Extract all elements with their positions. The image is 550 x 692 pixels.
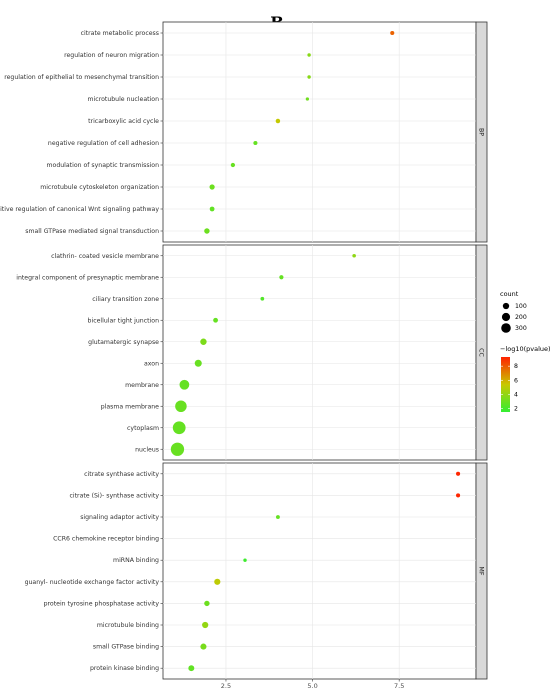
term-label: citrate (Si)- synthase activity — [69, 492, 159, 499]
term-label: small GTPase binding — [93, 644, 159, 651]
term-label: cytoplasm — [127, 425, 159, 432]
data-point — [194, 359, 202, 367]
data-point — [275, 118, 281, 124]
colorbar-tick-label: 4 — [514, 391, 518, 398]
term-label: bicellular tight junction — [88, 317, 160, 324]
data-point — [456, 493, 461, 498]
panel-mf: MF citrate synthase activity citrate (Si)-… — [25, 462, 488, 680]
colorbar-tick-label: 8 — [514, 363, 518, 370]
data-point — [200, 338, 207, 345]
term-label: negative regulation of cell adhesion — [48, 140, 159, 147]
term-label: membrane — [125, 382, 159, 389]
x-axis: 2.5 5.0 7.5 — [221, 679, 404, 690]
term-label: microtubule cytoskeleton organization — [40, 184, 159, 191]
panel-strip-label: BP — [478, 128, 485, 136]
term-label: integral component of presynaptic membra… — [16, 274, 159, 281]
size-legend-label: 100 — [515, 303, 527, 310]
term-label: small GTPase mediated signal transductio… — [25, 228, 159, 235]
term-label: guanyl- nucleotide exchange factor activ… — [25, 579, 160, 586]
term-label: ciliary transition zone — [92, 296, 159, 303]
term-label: regulation of epithelial to mesenchymal … — [4, 74, 159, 81]
data-point — [175, 400, 187, 412]
data-point — [204, 228, 210, 234]
term-label: positive regulation of canonical Wnt sig… — [0, 206, 159, 213]
term-label: citrate metabolic process — [81, 30, 159, 37]
data-point — [200, 643, 207, 650]
size-legend-key — [501, 323, 511, 333]
term-label: regulation of neuron migration — [64, 52, 159, 59]
size-legend-key — [502, 302, 510, 310]
panel-bp: BP citrate metabolic process regulation of… — [0, 21, 488, 243]
term-label: axon — [144, 360, 159, 367]
colorbar-tick-label: 2 — [514, 405, 518, 412]
term-label: CCR6 chemokine receptor binding — [53, 536, 159, 543]
data-point — [307, 53, 311, 57]
panel-frame — [162, 244, 477, 461]
term-label: microtubule nucleation — [88, 96, 160, 103]
term-label: miRNA binding — [113, 557, 159, 564]
panels: BP citrate metabolic process regulation of… — [0, 21, 488, 680]
data-point — [260, 296, 265, 301]
panel-strip — [475, 244, 488, 461]
term-label: modulation of synaptic transmission — [47, 162, 160, 169]
data-point — [204, 600, 210, 607]
term-label: citrate synthase activity — [84, 471, 159, 478]
data-point — [188, 665, 195, 672]
colorbar-tick-label: 6 — [514, 377, 518, 384]
data-point — [307, 75, 311, 79]
size-legend-label: 200 — [515, 314, 527, 321]
x-tick-label: 7.5 — [394, 682, 404, 690]
term-label: protein kinase binding — [90, 665, 159, 672]
data-point — [202, 621, 209, 629]
data-point — [230, 162, 236, 168]
term-label: plasma membrane — [101, 403, 159, 410]
size-legend-title: count — [500, 290, 519, 298]
data-point — [279, 275, 284, 280]
size-legend-key — [501, 312, 511, 322]
term-label: nucleus — [135, 446, 159, 453]
data-point — [305, 97, 309, 101]
data-point — [214, 578, 221, 585]
data-point — [390, 30, 395, 36]
data-point — [275, 515, 280, 519]
panel-strip — [475, 462, 488, 680]
size-legend-label: 300 — [515, 325, 527, 332]
x-tick-label: 5.0 — [307, 682, 317, 690]
data-point — [209, 206, 215, 212]
data-point — [253, 140, 258, 146]
panel-frame — [162, 462, 477, 680]
panel-strip — [475, 21, 488, 243]
panel-strip-label: CC — [478, 348, 485, 357]
term-label: clathrin- coated vesicle membrane — [51, 253, 159, 260]
term-label: protein tyrosine phosphatase activity — [44, 600, 160, 607]
data-point — [352, 253, 356, 258]
term-label: signaling adaptor activity — [80, 514, 159, 521]
colorbar — [501, 357, 510, 412]
data-point — [243, 558, 247, 562]
data-point — [170, 442, 185, 456]
color-legend-title: −log10(pvalue) — [500, 345, 550, 353]
data-point — [172, 421, 186, 435]
term-label: glutamatergic synapse — [88, 339, 159, 346]
panel-strip-label: MF — [478, 567, 485, 576]
panel-cc: CC clathrin- coated vesicle membrane integ… — [16, 244, 488, 461]
term-label: microtubule binding — [97, 622, 159, 629]
data-point — [456, 471, 461, 476]
term-label: tricarboxylic acid cycle — [88, 118, 159, 125]
data-point — [213, 317, 218, 323]
x-tick-label: 2.5 — [221, 682, 231, 690]
legend: count 100 200 300 −log10(pvalue) 2 4 6 8 — [500, 290, 550, 412]
data-point — [179, 379, 190, 390]
data-point — [209, 184, 215, 190]
